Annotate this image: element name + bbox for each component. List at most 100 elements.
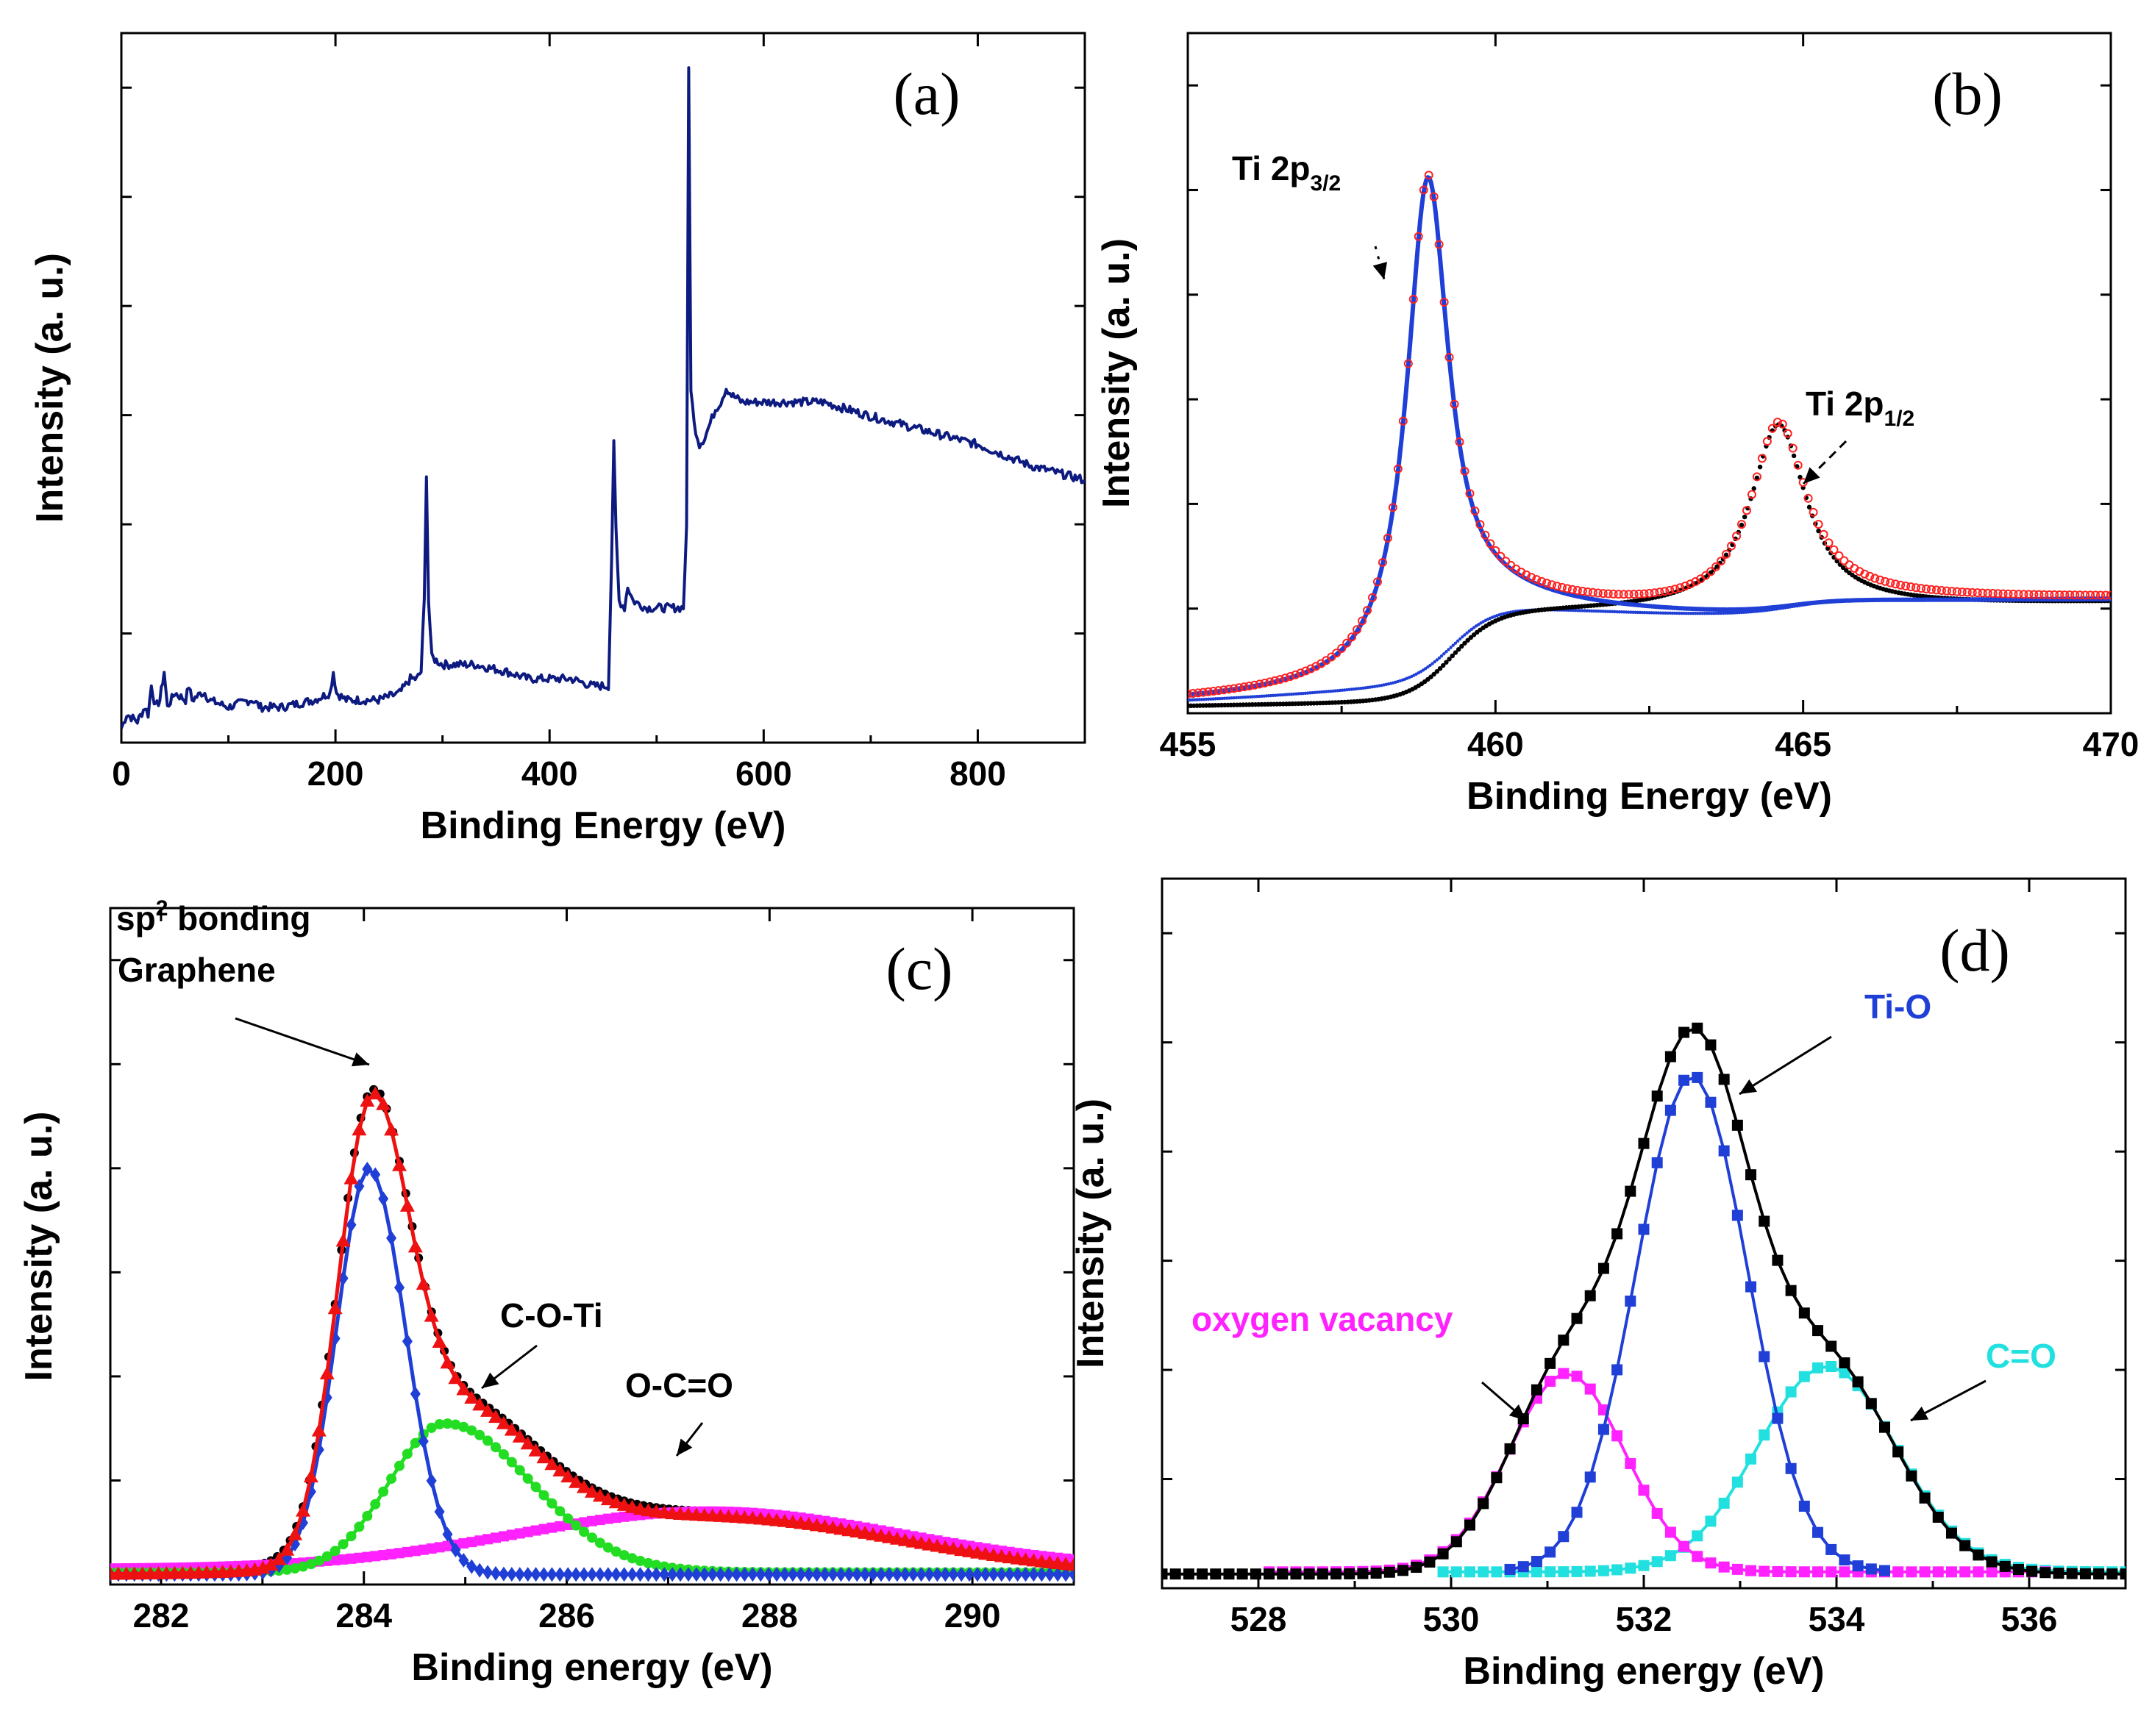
envelope-point (1210, 1568, 1222, 1580)
arrow-ti2p32-head (1372, 262, 1387, 279)
x-tick-label: 800 (949, 754, 1006, 793)
background-point (1627, 610, 1631, 614)
envelope-point (1437, 1548, 1449, 1560)
arrow-tio-head (1739, 1079, 1757, 1094)
measured-point (1829, 545, 1839, 554)
measured-point (1208, 687, 1218, 696)
envelope-point (1705, 1039, 1717, 1051)
coti-point (434, 1419, 445, 1430)
x-axis-title: Binding energy (eV) (1463, 1650, 1824, 1693)
background-point (1587, 609, 1592, 613)
ovac-point (1932, 1566, 1944, 1578)
graphene-point (924, 1567, 935, 1582)
co-point (1651, 1556, 1663, 1568)
background-point (1631, 610, 1635, 614)
measured-point (1639, 589, 1649, 599)
tio-point (1718, 1145, 1730, 1157)
background-point (1691, 612, 1695, 615)
tio-point (1531, 1556, 1542, 1568)
coti-point (354, 1521, 365, 1532)
x-tick-label: 536 (2001, 1600, 2058, 1638)
envelope-point (1731, 1119, 1743, 1131)
envelope-point (1264, 1568, 1275, 1580)
measured-point (1732, 532, 1742, 541)
measured-point (1542, 579, 1552, 588)
background-point (1684, 611, 1688, 615)
envelope-point (1986, 1556, 1998, 1568)
measured-point (1393, 464, 1403, 474)
background-point (1437, 656, 1442, 660)
background-point (1608, 610, 1612, 613)
background-point (1629, 610, 1633, 614)
measured-point (1198, 687, 1208, 697)
background-point (1331, 689, 1335, 693)
envelope-point (440, 1355, 455, 1369)
background-point (1617, 610, 1621, 614)
envelope-point (520, 1436, 535, 1450)
measured-point (1475, 520, 1485, 529)
coti-point (466, 1425, 477, 1436)
background-point (1260, 694, 1264, 699)
background-point (1322, 690, 1326, 694)
measured-point (1686, 579, 1695, 589)
measured-point (1275, 675, 1285, 685)
graphene-point (1004, 1567, 1015, 1582)
background-point (1253, 695, 1257, 699)
plot-area (110, 1085, 1074, 1582)
ovac-point (1798, 1566, 1810, 1578)
envelope-point (303, 1469, 318, 1483)
oco-point (378, 1550, 389, 1561)
graphene-point (514, 1567, 525, 1582)
coti-point (313, 1555, 324, 1566)
envelope-point (536, 1450, 552, 1464)
ovac-point (1906, 1566, 1917, 1578)
ti2p12-fit-point (1714, 564, 1720, 569)
measured-point (2101, 590, 2111, 600)
coti-point (338, 1539, 349, 1550)
envelope-markers (110, 1086, 1074, 1580)
arrow-graphene-line (235, 1017, 370, 1066)
ovac-point (1558, 1368, 1570, 1379)
envelope-point (592, 1488, 608, 1502)
x-tick-label: 530 (1423, 1600, 1480, 1638)
graphene-point (458, 1553, 469, 1568)
envelope-point (1959, 1540, 1971, 1551)
measured-point (1660, 587, 1670, 596)
graphene-point (844, 1567, 855, 1582)
ovac-point (1812, 1566, 1824, 1578)
background-point (1193, 698, 1197, 701)
x-tick-label: 532 (1616, 1600, 1672, 1638)
envelope-point (2053, 1568, 2064, 1579)
measured-point (1496, 551, 1506, 561)
measured-point (1865, 571, 1875, 581)
background-point (1672, 611, 1677, 615)
coti-point (426, 1422, 437, 1433)
graphene-point (868, 1567, 879, 1582)
envelope-point (416, 1276, 431, 1290)
graphene-point (602, 1567, 613, 1582)
measured-point (1465, 489, 1475, 499)
envelope-point (1664, 1051, 1676, 1062)
oco-point (530, 1525, 541, 1536)
coti-point (587, 1532, 597, 1543)
oco-point (522, 1526, 533, 1537)
envelope-point (1370, 1568, 1382, 1579)
measured-point (1988, 589, 1998, 599)
graphene-point (980, 1567, 991, 1582)
envelope-point (1919, 1492, 1931, 1504)
co-point (1638, 1560, 1650, 1571)
measured-point (1855, 567, 1864, 576)
coti-point (362, 1510, 373, 1521)
background-point (1287, 693, 1291, 696)
envelope-point (1571, 1312, 1583, 1324)
anno-ti2p12-sub: 1/2 (1884, 407, 1915, 431)
measured-point (1567, 585, 1577, 594)
background-point (1225, 696, 1229, 700)
coti-point (378, 1486, 389, 1497)
envelope-point (1825, 1340, 1837, 1352)
tio-point (1785, 1462, 1797, 1474)
envelope-point (1183, 1568, 1194, 1580)
measured-point (1547, 580, 1557, 590)
tio-point (1664, 1104, 1676, 1116)
graphene-point (530, 1567, 541, 1582)
